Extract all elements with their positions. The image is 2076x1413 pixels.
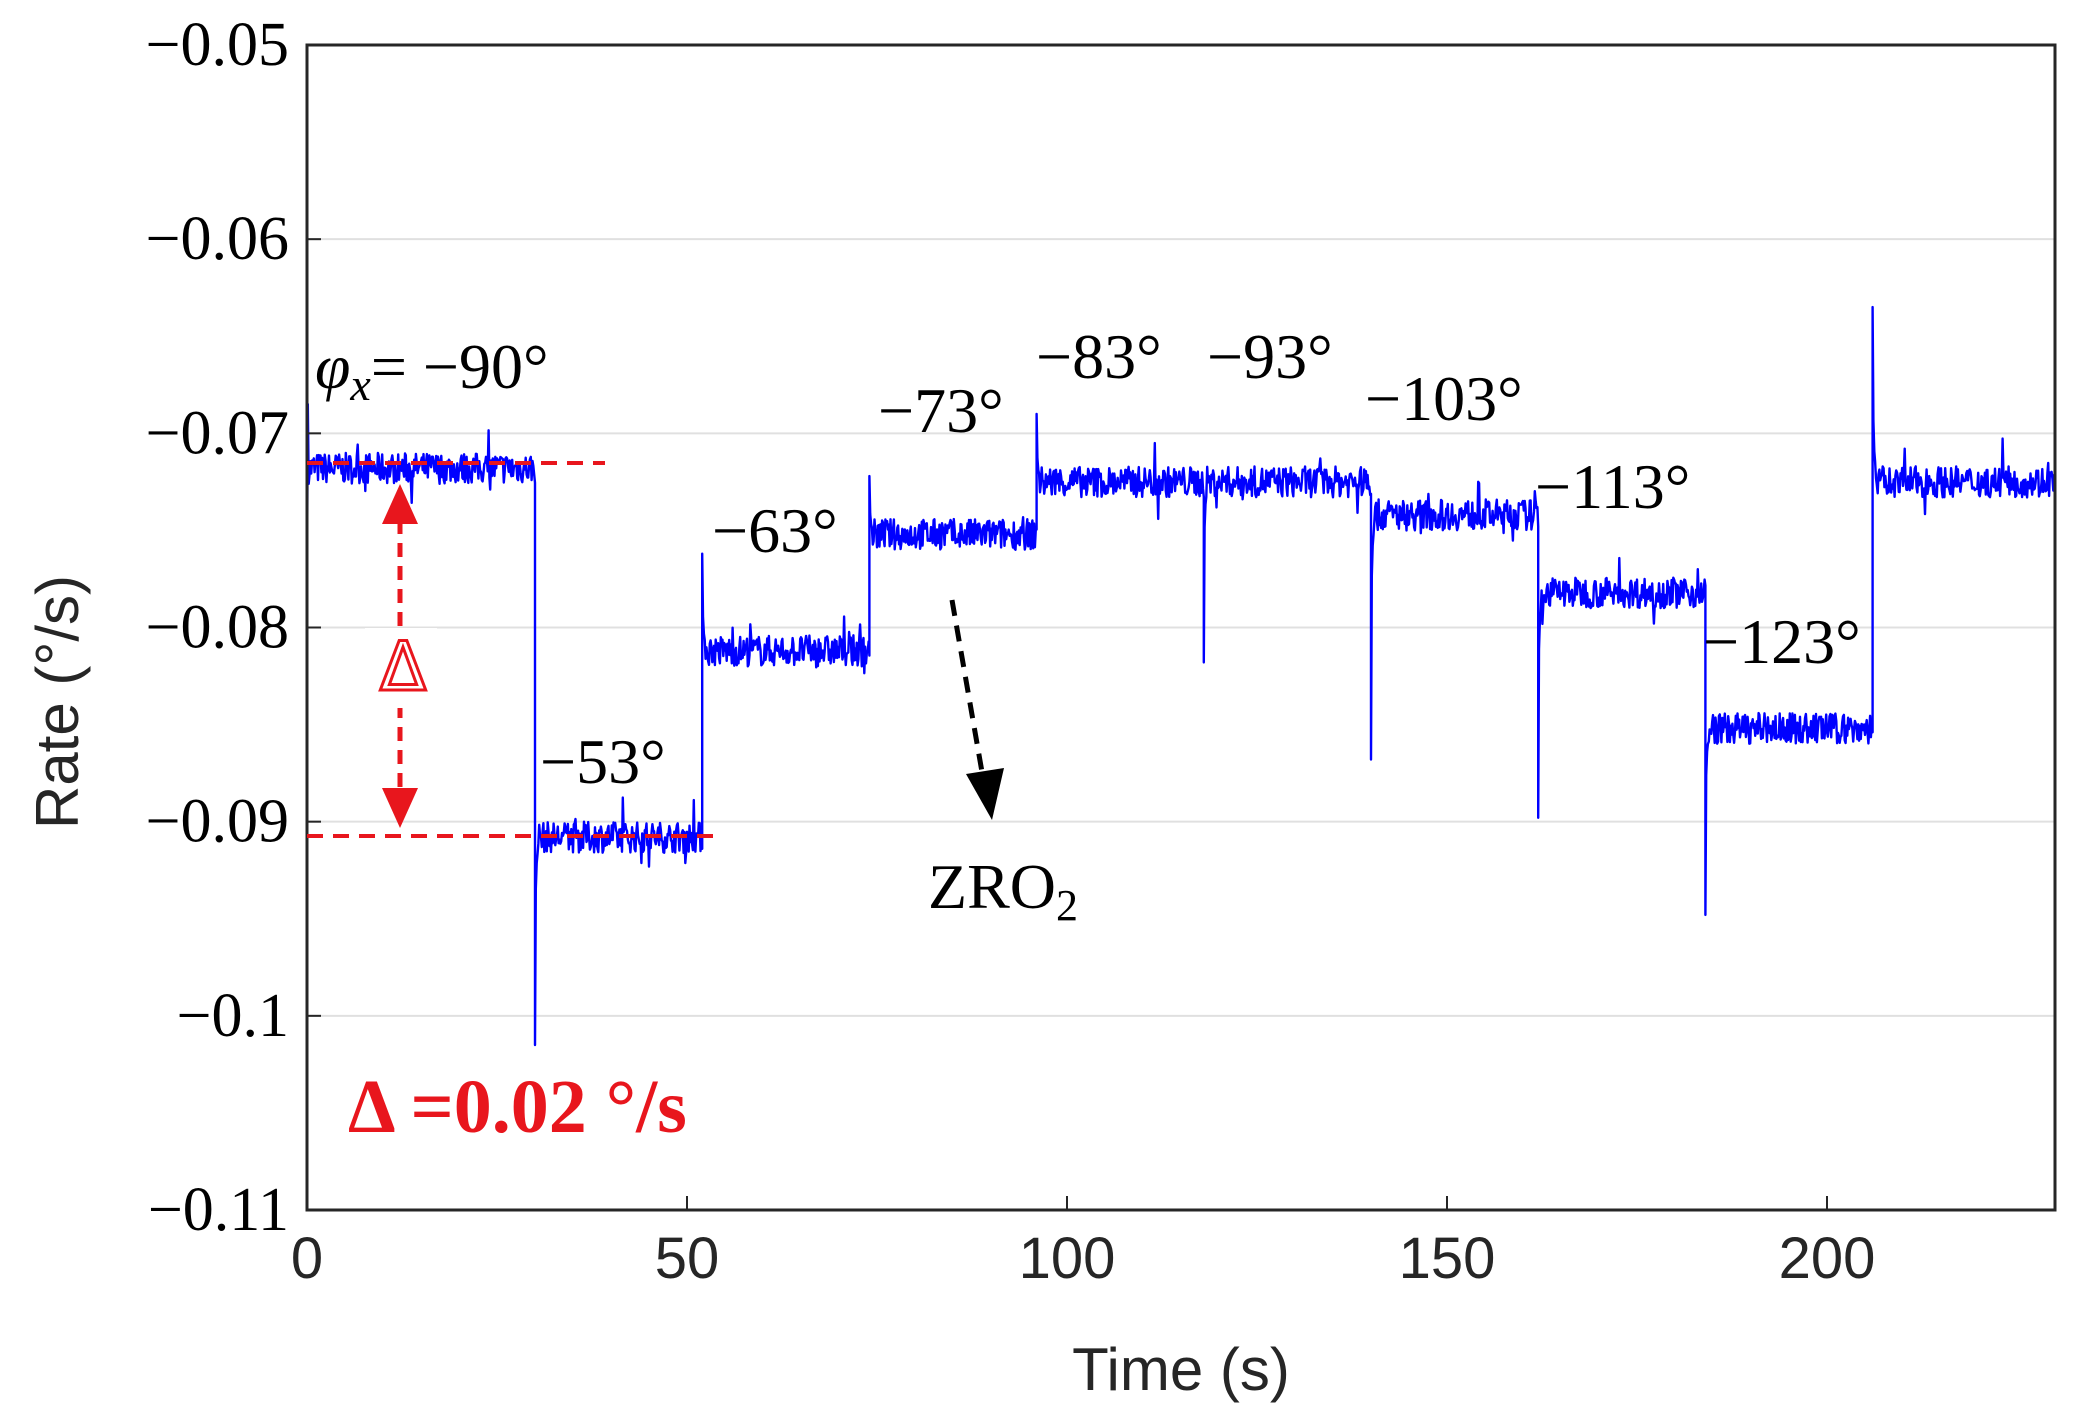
x-axis-label: Time (s)	[1072, 1336, 1290, 1403]
x-tick-label-4: 200	[1779, 1226, 1876, 1291]
x-tick-label-0: 0	[291, 1226, 323, 1291]
y-tick-label-1: −0.06	[146, 205, 289, 273]
x-axis-ticks: 0 50 100 150 200	[291, 1196, 1876, 1291]
x-tick-label-1: 50	[655, 1226, 720, 1291]
delta-arrow-down-head	[382, 788, 418, 828]
phi-subscript: x	[349, 359, 371, 410]
y-tick-label-4: −0.09	[146, 788, 289, 856]
angle-label-113: −113°	[1535, 451, 1690, 522]
reference-lines	[307, 461, 715, 838]
signal-layer	[305, 305, 2057, 1047]
phi-equals: = −90°	[371, 331, 549, 402]
y-tick-label-3: −0.08	[146, 594, 289, 662]
zro-arrow	[949, 599, 1004, 820]
delta-label-bg	[365, 628, 437, 708]
zro-arrow-shaft	[949, 599, 985, 773]
delta-value-label: Δ =0.02 °/s	[348, 1065, 687, 1149]
y-tick-label-6: −0.11	[148, 1176, 289, 1244]
x-tick-label-2: 100	[1019, 1226, 1116, 1291]
zro-subscript: 2	[1056, 881, 1078, 930]
angle-label-83: −83°	[1036, 321, 1162, 392]
x-tick-label-3: 150	[1399, 1226, 1496, 1291]
rate-series-line	[305, 305, 2057, 1047]
y-axis-label: Rate (°/s)	[24, 575, 91, 829]
y-tick-label-2: −0.07	[146, 399, 289, 467]
y-tick-label-5: −0.1	[177, 982, 289, 1050]
phi-symbol: φ	[315, 331, 350, 402]
angle-label-73: −73°	[878, 375, 1004, 446]
y-axis-ticks: −0.05 −0.06 −0.07 −0.08 −0.09 −0.1 −0.11	[146, 11, 321, 1244]
angle-label-123: −123°	[1703, 606, 1861, 677]
delta-symbol-label: Δ	[380, 628, 427, 707]
delta-arrow-up-head	[382, 484, 418, 524]
angle-label-63: −63°	[712, 495, 838, 566]
delta-arrow: Δ	[365, 484, 437, 828]
zro-label: ZRO2	[928, 851, 1078, 930]
angle-label-53: −53°	[540, 726, 666, 797]
zro-arrow-head	[966, 768, 1004, 820]
angle-label-103: −103°	[1365, 363, 1523, 434]
zro-text: ZRO	[928, 851, 1056, 922]
phi-label: φx= −90°	[315, 331, 549, 410]
y-tick-label-0: −0.05	[146, 11, 289, 79]
angle-label-93: −93°	[1207, 321, 1333, 392]
